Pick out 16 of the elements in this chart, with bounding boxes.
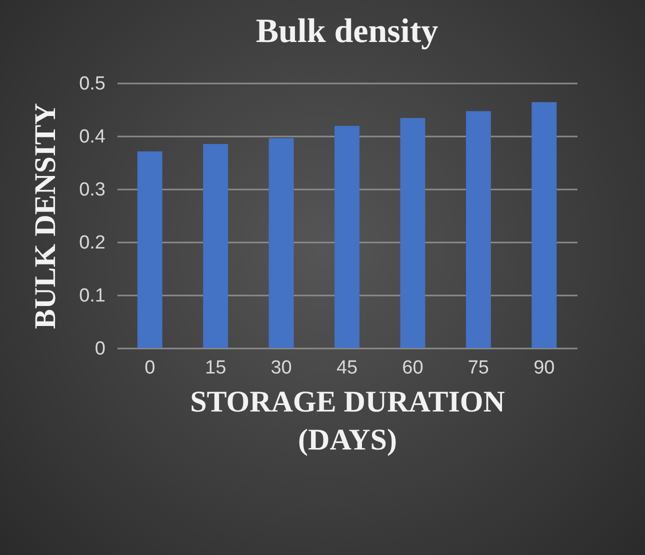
x-tick-label: 60 xyxy=(402,358,424,378)
x-tick-label: 0 xyxy=(144,358,156,378)
y-axis-title: BULK DENSITY xyxy=(29,102,62,329)
y-tick-label: 0 xyxy=(94,338,106,360)
chart-title: Bulk density xyxy=(256,13,438,50)
y-tick-label: 0.3 xyxy=(79,180,106,200)
x-tick-label: 30 xyxy=(270,358,292,378)
y-tick-label: 0.1 xyxy=(79,286,106,306)
y-tick-label: 0.4 xyxy=(79,126,106,148)
x-tick-label: 45 xyxy=(336,358,358,378)
x-tick-label: 75 xyxy=(468,358,489,378)
x-axis-title: STORAGE DURATION (DAYS) xyxy=(190,386,506,456)
y-tick-label: 0.2 xyxy=(79,232,106,254)
y-tick-label: 0.5 xyxy=(79,74,106,94)
x-tick-label: 90 xyxy=(534,358,555,378)
x-tick-label: 15 xyxy=(205,358,226,378)
